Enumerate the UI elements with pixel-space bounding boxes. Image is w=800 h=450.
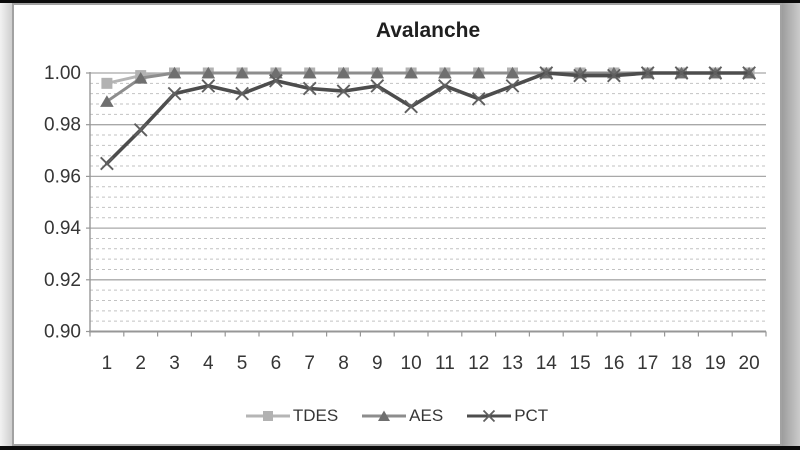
letterbox-bottom xyxy=(0,446,800,450)
legend-label: AES xyxy=(409,406,444,425)
chart-slide: Avalanche 1.00 0.98 0.96 0.94 0.92 0.90 1 2 3 4 5 6… xyxy=(12,3,782,446)
marker-triangle xyxy=(133,71,148,84)
legend-label: TDES xyxy=(292,406,339,425)
marker-x xyxy=(100,156,114,171)
y-tick-label: 1.00 xyxy=(44,63,81,84)
x-tick-label: 16 xyxy=(603,353,624,374)
x-tick-label: 17 xyxy=(637,353,658,374)
marker-x xyxy=(640,66,655,80)
marker-x xyxy=(201,79,216,93)
y-tick-label: 0.98 xyxy=(44,115,81,136)
marker-triangle xyxy=(100,95,114,107)
x-tick-label: 10 xyxy=(401,353,422,374)
marker-triangle xyxy=(505,66,520,79)
legend-x-icon xyxy=(467,409,512,423)
marker-x xyxy=(302,81,317,96)
marker-x xyxy=(539,66,554,80)
marker-triangle xyxy=(336,66,351,79)
chart-legend: TDES AES PCT xyxy=(14,406,780,426)
legend-marker-x xyxy=(483,409,496,423)
marker-x xyxy=(573,68,587,83)
x-tick-label: 8 xyxy=(338,353,349,374)
marker-x xyxy=(167,86,182,101)
y-tick-label: 0.90 xyxy=(44,322,81,343)
marker-x xyxy=(505,79,520,93)
marker-x xyxy=(471,91,486,106)
marker-x xyxy=(235,86,249,101)
marker-triangle xyxy=(201,66,216,79)
marker-x xyxy=(607,68,621,83)
marker-x xyxy=(438,79,452,93)
y-tick-label: 0.92 xyxy=(44,270,81,291)
marker-x xyxy=(370,79,385,93)
marker-triangle xyxy=(235,66,249,79)
marker-triangle xyxy=(438,66,452,79)
y-tick-label: 0.94 xyxy=(44,218,81,239)
marker-x xyxy=(708,66,723,80)
marker-triangle xyxy=(302,66,317,79)
legend-item-pct: PCT xyxy=(467,406,548,426)
x-tick-label: 9 xyxy=(372,353,383,374)
x-tick-label: 13 xyxy=(502,353,523,374)
legend-triangle-icon xyxy=(362,410,407,421)
x-tick-label: 7 xyxy=(304,353,315,374)
legend-label: PCT xyxy=(514,406,549,425)
letterbox-top xyxy=(0,0,800,3)
legend-square-icon xyxy=(245,411,290,421)
plot-area: 1.000.980.960.940.920.901 2 3 4 5 6 7 8 9 10 11 12 1… xyxy=(44,63,767,374)
right-margin xyxy=(782,0,800,450)
marker-x xyxy=(133,122,148,137)
x-tick-label: 11 xyxy=(435,353,455,374)
x-tick-label: 20 xyxy=(739,353,760,374)
marker-x xyxy=(336,84,351,98)
x-tick-label: 12 xyxy=(468,353,489,374)
left-margin xyxy=(0,0,12,450)
marker-triangle xyxy=(370,66,385,79)
legend-marker-square xyxy=(262,411,273,421)
marker-triangle xyxy=(404,66,418,79)
x-tick-label: 6 xyxy=(271,353,282,374)
x-tick-label: 5 xyxy=(237,353,248,374)
legend-item-tdes: TDES xyxy=(245,406,339,426)
marker-triangle xyxy=(269,66,283,79)
x-tick-label: 19 xyxy=(705,353,726,374)
x-tick-label: 15 xyxy=(570,353,591,374)
legend-item-aes: AES xyxy=(362,406,443,426)
x-tick-label: 1 xyxy=(102,353,113,374)
x-tick-label: 18 xyxy=(671,353,692,374)
marker-x xyxy=(674,66,689,80)
marker-x xyxy=(269,73,283,88)
x-tick-label: 3 xyxy=(169,353,180,374)
legend-marker-triangle xyxy=(378,410,391,421)
marker-triangle xyxy=(471,66,486,79)
chart-title: Avalanche xyxy=(375,19,481,42)
marker-x xyxy=(742,66,756,80)
x-tick-label: 4 xyxy=(203,353,214,374)
y-tick-label: 0.96 xyxy=(44,166,81,187)
marker-square xyxy=(101,77,113,89)
x-tick-label: 14 xyxy=(536,353,558,374)
marker-triangle xyxy=(167,66,182,79)
series-line-pct xyxy=(105,71,751,166)
x-tick-label: 2 xyxy=(135,353,146,374)
marker-x xyxy=(404,99,418,114)
